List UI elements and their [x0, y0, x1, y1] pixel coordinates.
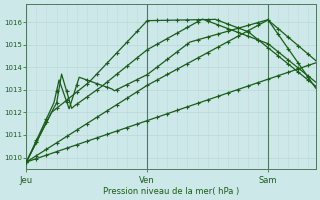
X-axis label: Pression niveau de la mer( hPa ): Pression niveau de la mer( hPa ) [103, 187, 239, 196]
